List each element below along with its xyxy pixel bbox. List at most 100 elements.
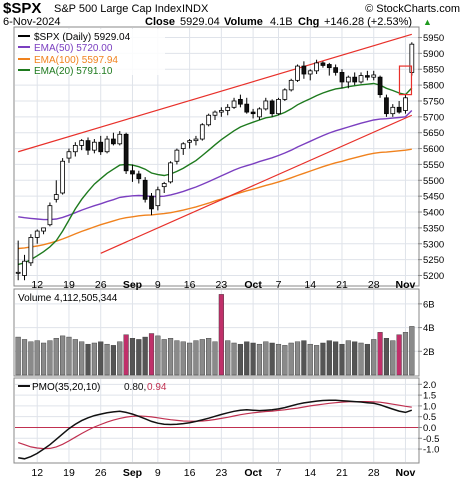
volume-bar [60,335,66,376]
x-tick-label: 28 [368,467,380,479]
volume-bar [123,334,129,376]
ema100-line [18,148,412,250]
candle-body [263,100,269,110]
candle-body [244,103,250,113]
volume-bar [396,334,402,376]
candle-body [28,237,34,264]
x-tick-label: 19 [63,467,75,479]
date-label: 6-Nov-2024 [3,16,60,28]
volume-bar [53,338,59,376]
x-tick-label-mid: 14 [304,279,316,291]
x-tick-label: 7 [276,467,282,479]
volume-tick-label: 6B [423,299,435,310]
x-tick-label: Oct [244,467,262,479]
candle-body [161,183,167,188]
chg-up-arrow-icon: ▲ [423,17,432,27]
pmo-legend-signal: 0.94 [147,382,167,393]
volume-bar [212,341,218,376]
volume-header-value: 4.1B [270,16,293,28]
volume-panel-title: Volume 4,112,505,344 [18,293,118,304]
x-tick-label: 12 [31,467,43,479]
x-axis: 12 12 19 19 26 26 Sep Sep 9 9 16 16 23 23 Oct Oct 7 7 14 14… [31,279,415,479]
candle-body [288,79,294,91]
volume-bar [21,339,28,376]
candle-body [104,138,110,153]
candle-body [326,64,332,69]
candle-body [142,179,148,200]
candle-body [149,195,154,210]
volume-bar [269,342,275,376]
candle-body [123,133,129,172]
gap-highlight-box [398,65,413,96]
volume-bar [15,336,21,376]
candle-body [91,141,97,151]
volume-bar [320,342,326,376]
pmo-tick-label: 2.0 [423,380,436,391]
candle-body [269,100,275,115]
candle-body [371,74,377,78]
volume-bar [167,338,174,376]
volume-bar [85,343,91,376]
candle-body [295,65,300,81]
pmo-tick-label: 0.5 [423,412,436,423]
pmo-tick-label: 0.0 [423,423,436,434]
x-tick-label-mid: 9 [155,279,161,291]
x-tick-label-mid: 7 [276,279,282,291]
candle-body [257,108,262,118]
volume-bar [218,294,224,376]
price-grid [15,28,418,285]
candle-body [390,106,396,115]
x-tick-label-mid: 23 [216,279,228,291]
volume-bar [91,342,97,376]
candle-body [301,65,307,75]
x-tick-label-mid: 26 [95,279,107,291]
price-legend: $SPX (Daily) 5929.04 EMA(50) 5720.00 EMA… [15,29,165,77]
volume-bar [66,336,72,376]
pmo-legend: PMO(35,20,10) 0.80, 0.94 [18,382,167,393]
price-tick-label: 5500 [423,176,444,187]
pmo-line [18,399,413,460]
volume-bar [161,339,167,376]
volume-bar [28,341,34,376]
volume-bar [314,345,320,376]
volume-bar [263,341,269,376]
volume-axis: 2B 4B 6B [418,299,435,358]
volume-bar [364,343,370,376]
x-tick-label-mid: 21 [336,279,348,291]
price-tick-label: 5450 [423,192,444,203]
legend-ema20-label: EMA(20) 5791.10 [34,66,113,77]
volume-bar [294,341,301,376]
x-tick-label: 9 [155,467,161,479]
candle-body [41,227,46,232]
candle-body [193,138,199,142]
candle-body [47,205,53,226]
candle-body [34,230,40,238]
x-tick-label: 23 [216,467,228,479]
candle-body [130,170,135,175]
x-tick-label-mid: Nov [396,279,416,291]
candle-body [282,89,288,100]
candle-body [15,271,21,274]
volume-bar [98,341,104,376]
legend-spx-label: $SPX (Daily) 5929.04 [34,32,131,43]
candle-body [60,160,65,194]
ema20-line [18,82,413,266]
candle-body [212,111,218,116]
price-axis: 5200 5250 5300 5350 5400 5450 5500 5550 5600 5650… [418,33,444,282]
volume-bar [34,340,40,376]
candle-body [250,111,256,115]
volume-bar [358,342,364,376]
volume-bar [79,341,85,376]
volume-bar [402,332,409,376]
candle-body [187,140,192,143]
volume-bar [326,340,332,376]
candle-body [307,70,313,75]
x-tick-label-mid: 19 [63,279,75,291]
chg-value: +146.28 (+2.53%) [324,16,412,28]
volume-bar [40,342,47,376]
candle-body [377,76,383,96]
candle-body [111,138,116,145]
volume-bar [237,343,243,376]
